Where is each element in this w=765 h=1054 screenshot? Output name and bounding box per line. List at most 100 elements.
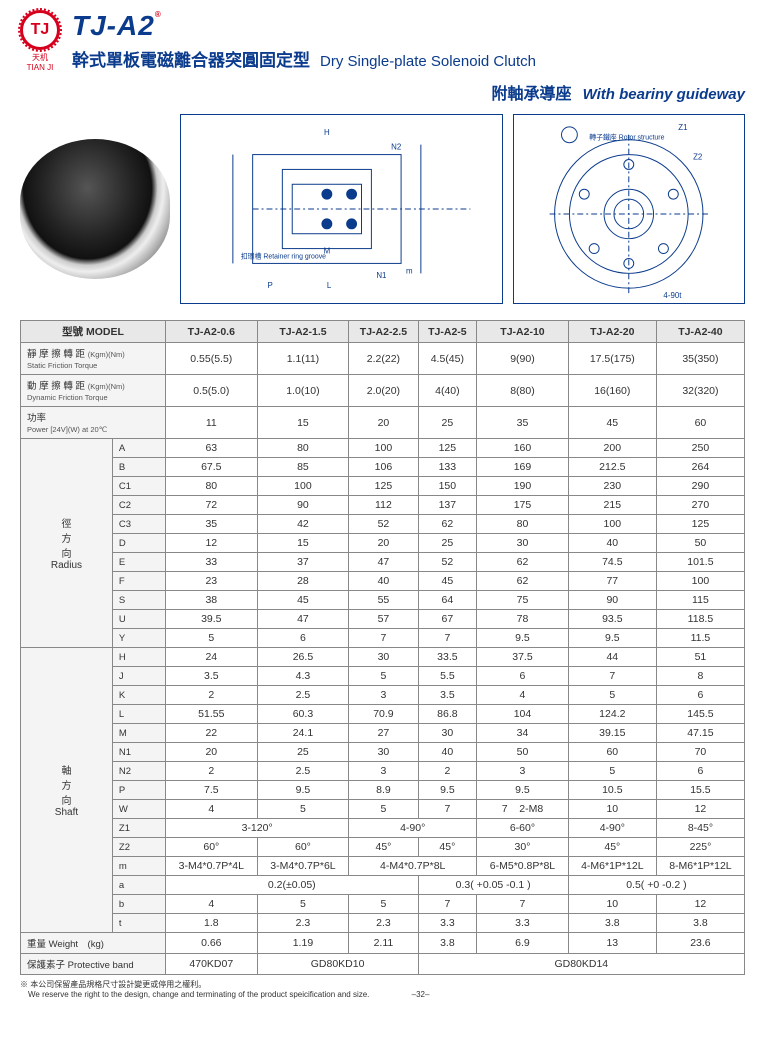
cell: 3-120° xyxy=(165,819,348,838)
cell: 47 xyxy=(349,553,418,572)
cell: 8(80) xyxy=(477,375,569,407)
cell: 45 xyxy=(568,407,656,439)
cell: 118.5 xyxy=(656,610,744,629)
cell: 270 xyxy=(656,496,744,515)
cell: 104 xyxy=(477,705,569,724)
cell: 8.9 xyxy=(349,781,418,800)
cell: 0.2(±0.05) xyxy=(165,876,418,895)
table-row: D12152025304050 xyxy=(21,534,745,553)
cell: 16(160) xyxy=(568,375,656,407)
cell: 7 xyxy=(477,895,569,914)
cell: 9.5 xyxy=(418,781,477,800)
cell: 5 xyxy=(165,629,257,648)
table-row: J3.54.355.5678 xyxy=(21,667,745,686)
cell: 45 xyxy=(257,591,349,610)
cell: 37.5 xyxy=(477,648,569,667)
cell: 2.3 xyxy=(257,914,349,933)
cell: 106 xyxy=(349,458,418,477)
cell: Z1 xyxy=(112,819,165,838)
cell: 52 xyxy=(418,553,477,572)
page-header: TJ 天机TIAN JI TJ-A2® 幹式單板電磁離合器突圓固定型 Dry S… xyxy=(20,10,745,72)
logo-text: TJ xyxy=(31,21,50,39)
table-row: Z13-120°4-90°6-60°4-90°8-45° xyxy=(21,819,745,838)
col-header: TJ-A2-5 xyxy=(418,321,477,343)
cell: t xyxy=(112,914,165,933)
cell: 12 xyxy=(656,895,744,914)
cell: 125 xyxy=(349,477,418,496)
table-row: P7.59.58.99.59.510.515.5 xyxy=(21,781,745,800)
cell: 60° xyxy=(257,838,349,857)
table-row: C33542526280100125 xyxy=(21,515,745,534)
cell: 4.5(45) xyxy=(418,343,477,375)
cell: W xyxy=(112,800,165,819)
cell: 9.5 xyxy=(477,781,569,800)
cell: GD80KD10 xyxy=(257,954,418,975)
cell: 2.11 xyxy=(349,933,418,954)
cell: 30 xyxy=(418,724,477,743)
cell: 100 xyxy=(349,439,418,458)
table-row: W45577 2-M81012 xyxy=(21,800,745,819)
cell: 2.5 xyxy=(257,762,349,781)
cell: 64 xyxy=(418,591,477,610)
title-block: TJ-A2® 幹式單板電磁離合器突圓固定型 Dry Single-plate S… xyxy=(72,10,745,71)
table-row: m3-M4*0.7P*4L3-M4*0.7P*6L4-M4*0.7P*8L6-M… xyxy=(21,857,745,876)
cell: b xyxy=(112,895,165,914)
cell: 63 xyxy=(165,439,257,458)
table-row: 重量 Weight (kg)0.661.192.113.86.91323.6 xyxy=(21,933,745,954)
table-row: b455771012 xyxy=(21,895,745,914)
cell: P xyxy=(112,781,165,800)
cell: 33.5 xyxy=(418,648,477,667)
cell: 1.19 xyxy=(257,933,349,954)
front-drawing: 轉子鐵座 Rotor structure Z1 Z2 4-90t xyxy=(513,114,745,304)
cell: 125 xyxy=(418,439,477,458)
cell: 3-M4*0.7P*4L xyxy=(165,857,257,876)
row-head: 靜 摩 擦 轉 距 (Kgm)(Nm) Static Friction Torq… xyxy=(21,343,166,375)
cell: 11 xyxy=(165,407,257,439)
cell: 67.5 xyxy=(165,458,257,477)
cell: 3 xyxy=(349,762,418,781)
cell: 3.3 xyxy=(477,914,569,933)
cell: 15 xyxy=(257,534,349,553)
cell: 190 xyxy=(477,477,569,496)
cell: 160 xyxy=(477,439,569,458)
cell: 7 xyxy=(418,629,477,648)
cell: 101.5 xyxy=(656,553,744,572)
cell: 28 xyxy=(257,572,349,591)
cell: 60° xyxy=(165,838,257,857)
subtitle2-cn: 附軸承導座 xyxy=(492,86,572,103)
cell: 17.5(175) xyxy=(568,343,656,375)
cell: 290 xyxy=(656,477,744,496)
table-row: B67.585106133169212.5264 xyxy=(21,458,745,477)
cell: 5 xyxy=(568,686,656,705)
table-row: K22.533.5456 xyxy=(21,686,745,705)
cell: C1 xyxy=(112,477,165,496)
cell: 60.3 xyxy=(257,705,349,724)
cell: 20 xyxy=(349,407,418,439)
cell: 0.5( +0 -0.2 ) xyxy=(568,876,744,895)
cell: 200 xyxy=(568,439,656,458)
cell: 1.0(10) xyxy=(257,375,349,407)
cell: 5 xyxy=(349,895,418,914)
cell: 13 xyxy=(568,933,656,954)
cell: 86.8 xyxy=(418,705,477,724)
cell: 8 xyxy=(656,667,744,686)
col-header: TJ-A2-1.5 xyxy=(257,321,349,343)
svg-text:P: P xyxy=(268,281,273,290)
cell: 51.55 xyxy=(165,705,257,724)
cell: 7 2-M8 xyxy=(477,800,569,819)
cell: 24 xyxy=(165,648,257,667)
cell: 4 xyxy=(477,686,569,705)
cell: 9.5 xyxy=(568,629,656,648)
cell: 6 xyxy=(656,686,744,705)
cell: 0.5(5.0) xyxy=(165,375,257,407)
table-row: t1.82.32.33.33.33.83.8 xyxy=(21,914,745,933)
svg-text:轉子鐵座 Rotor structure: 轉子鐵座 Rotor structure xyxy=(590,133,665,142)
cell: Z2 xyxy=(112,838,165,857)
cell: 22 xyxy=(165,724,257,743)
cell: 50 xyxy=(477,743,569,762)
cell: GD80KD14 xyxy=(418,954,744,975)
cell: 2.2(22) xyxy=(349,343,418,375)
cell: 45° xyxy=(568,838,656,857)
cell: 2.5 xyxy=(257,686,349,705)
cell: M xyxy=(112,724,165,743)
